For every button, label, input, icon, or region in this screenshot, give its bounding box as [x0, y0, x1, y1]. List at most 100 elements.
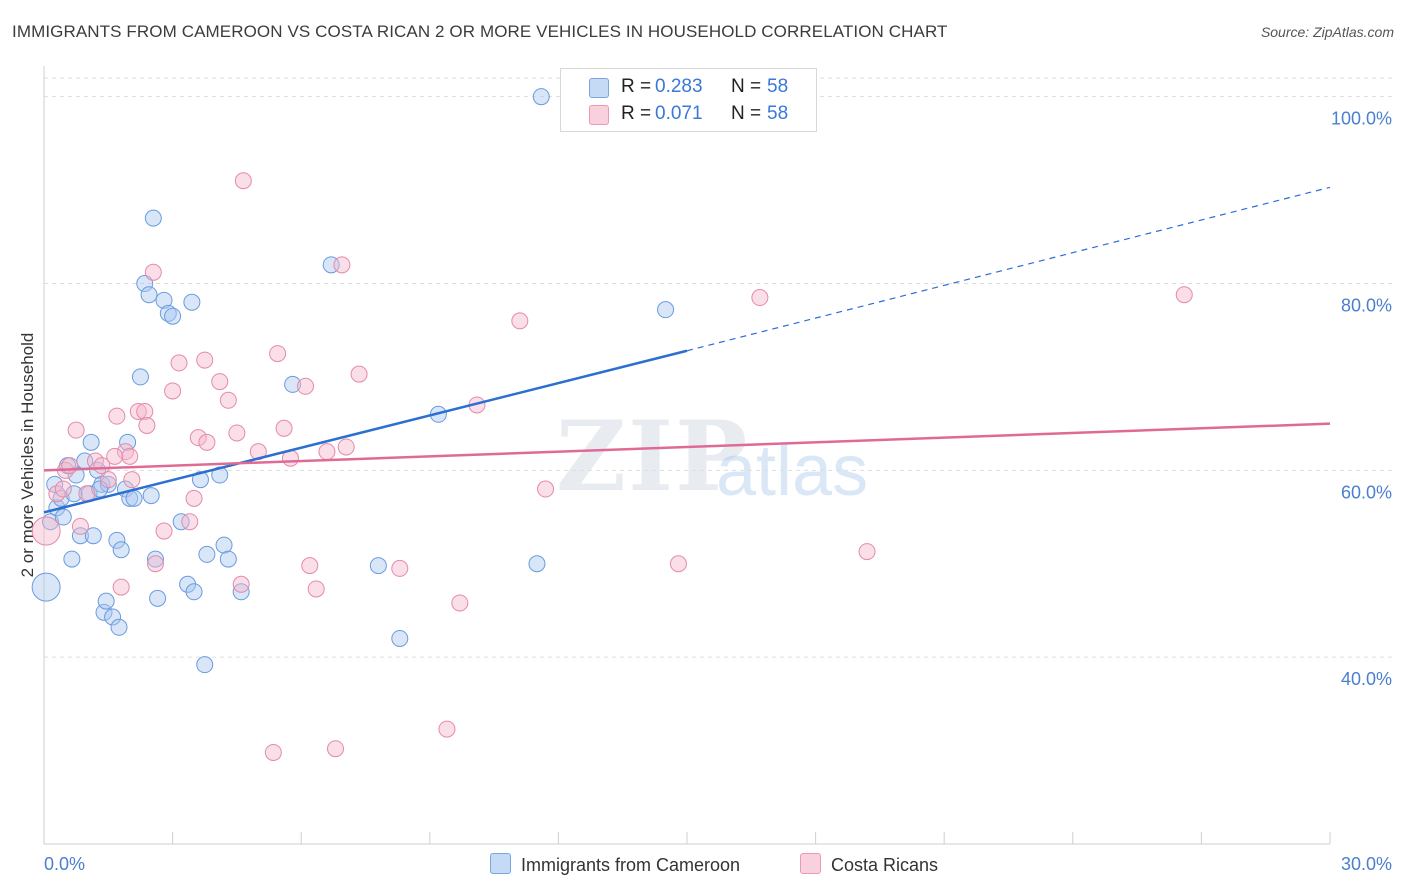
cameroon-point: [99, 475, 117, 493]
costa-rican-point: [337, 438, 355, 456]
costa-rican-point: [170, 354, 188, 372]
cameroon-point: [110, 618, 128, 636]
cameroon-point: [369, 557, 387, 575]
costa-rican-point: [129, 402, 147, 420]
costa-rican-point: [451, 594, 469, 612]
cameroon-point: [67, 466, 85, 484]
costa-rican-trend-line: [43, 422, 1331, 472]
cameroon-point: [31, 572, 61, 602]
cameroon-point: [191, 471, 209, 489]
axes: [43, 66, 1331, 845]
cameroon-point: [41, 513, 59, 531]
cameroon-point: [95, 603, 113, 621]
cameroon-point: [65, 485, 83, 503]
costa-rican-point: [144, 263, 162, 281]
costa-rican-point: [198, 433, 216, 451]
correlation-legend: R = 0.283 N = 58 R = 0.071 N = 58: [560, 68, 817, 132]
costa-rican-point: [858, 543, 876, 561]
legend-r-value: 0.283: [655, 76, 703, 97]
costa-rican-point: [99, 471, 117, 489]
costa-rican-point: [275, 419, 293, 437]
cameroon-point: [149, 589, 167, 607]
cameroon-trend-line: [43, 349, 688, 514]
costa-rican-point: [1175, 286, 1193, 304]
costa-rican-point: [219, 391, 237, 409]
costa-rican-point: [71, 517, 89, 535]
cameroon-point: [146, 550, 164, 568]
costa-rican-point: [333, 256, 351, 274]
chart-title: IMMIGRANTS FROM CAMEROON VS COSTA RICAN …: [12, 22, 948, 41]
legend-n-label: N =: [731, 76, 762, 97]
cameroon-point: [136, 275, 154, 293]
costa-rican-point: [269, 345, 287, 363]
cameroon-point: [284, 375, 302, 393]
costa-rican-point: [228, 424, 246, 442]
cameroon-point: [140, 286, 158, 304]
costa-rican-point: [93, 457, 111, 475]
costa-rican-point: [67, 421, 85, 439]
cameroon-point: [131, 368, 149, 386]
cameroon-point: [63, 550, 81, 568]
legend-r-value: 0.071: [655, 103, 703, 124]
x-tick-label: 0.0%: [44, 854, 85, 874]
legend-swatch-blue: [589, 78, 609, 98]
cameroon-point: [196, 656, 214, 674]
costa-rican-point: [136, 402, 154, 420]
costa-rican-point: [234, 172, 252, 190]
costa-rican-point: [264, 743, 282, 761]
cameroon-point: [112, 541, 130, 559]
cameroon-point: [155, 291, 173, 309]
cameroon-point: [71, 527, 89, 545]
cameroon-point: [82, 433, 100, 451]
series-costa-rican-points: [31, 172, 1193, 761]
cameroon-point: [91, 480, 109, 498]
costa-rican-point: [146, 555, 164, 573]
costa-rican-point: [112, 578, 130, 596]
bottom-legend-swatch-pink: [800, 853, 821, 874]
bottom-legend-swatch-blue: [490, 853, 511, 874]
cameroon-point: [198, 545, 216, 563]
y-tick-label: 40.0%: [1341, 669, 1392, 689]
costa-rican-point: [318, 443, 336, 461]
costa-rican-point: [155, 522, 173, 540]
legend-r-label: R =: [621, 103, 652, 124]
cameroon-point: [528, 555, 546, 573]
costa-rican-point: [106, 447, 124, 465]
costa-rican-point: [138, 417, 156, 435]
legend-n-label: N =: [731, 103, 762, 124]
costa-rican-point: [123, 471, 141, 489]
cameroon-point: [232, 583, 250, 601]
cameroon-point: [108, 531, 126, 549]
y-tick-label: 80.0%: [1341, 296, 1392, 316]
costa-rican-point: [31, 516, 61, 546]
bottom-legend-cameroon: Immigrants from Cameroon: [490, 853, 740, 876]
costa-rican-point: [108, 407, 126, 425]
costa-rican-point: [196, 351, 214, 369]
y-tick-label: 60.0%: [1341, 482, 1392, 502]
costa-rican-point: [232, 575, 250, 593]
costa-rican-point: [189, 429, 207, 447]
legend-n-value: 58: [767, 103, 789, 124]
costa-rican-point: [537, 480, 555, 498]
cameroon-point: [84, 527, 102, 545]
costa-rican-point: [164, 382, 182, 400]
watermark-zip: ZIP: [556, 400, 750, 513]
cameroon-point: [219, 550, 237, 568]
legend-n-value: 58: [767, 76, 789, 97]
costa-rican-point: [391, 559, 409, 577]
y-tick-label: 100.0%: [1331, 109, 1392, 129]
cameroon-trend-extension: [686, 186, 1331, 352]
gridlines: [44, 77, 1392, 658]
cameroon-point: [391, 629, 409, 647]
cameroon-point: [164, 307, 182, 325]
cameroon-point: [532, 88, 550, 106]
costa-rican-point: [121, 447, 139, 465]
cameroon-point: [125, 489, 143, 507]
chart-source: Source: ZipAtlas.com: [1260, 24, 1394, 40]
cameroon-point: [215, 536, 233, 554]
costa-rican-point: [301, 557, 319, 575]
cameroon-point: [172, 513, 190, 531]
costa-rican-point: [185, 489, 203, 507]
costa-rican-point: [211, 373, 229, 391]
